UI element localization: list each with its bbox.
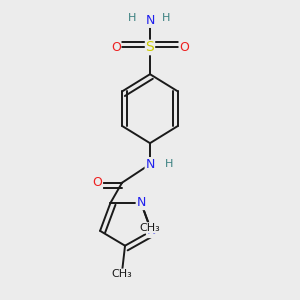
Text: O: O xyxy=(111,41,121,54)
Text: CH₃: CH₃ xyxy=(140,223,160,233)
Text: CH₃: CH₃ xyxy=(111,269,132,279)
Text: N: N xyxy=(136,196,146,209)
Text: N: N xyxy=(145,14,155,27)
Text: N: N xyxy=(147,224,156,237)
Text: O: O xyxy=(179,41,189,54)
Text: O: O xyxy=(92,176,102,189)
Text: N: N xyxy=(145,158,155,171)
Text: H: H xyxy=(162,13,170,23)
Text: H: H xyxy=(128,13,136,23)
Text: H: H xyxy=(165,159,173,169)
Text: S: S xyxy=(146,40,154,55)
